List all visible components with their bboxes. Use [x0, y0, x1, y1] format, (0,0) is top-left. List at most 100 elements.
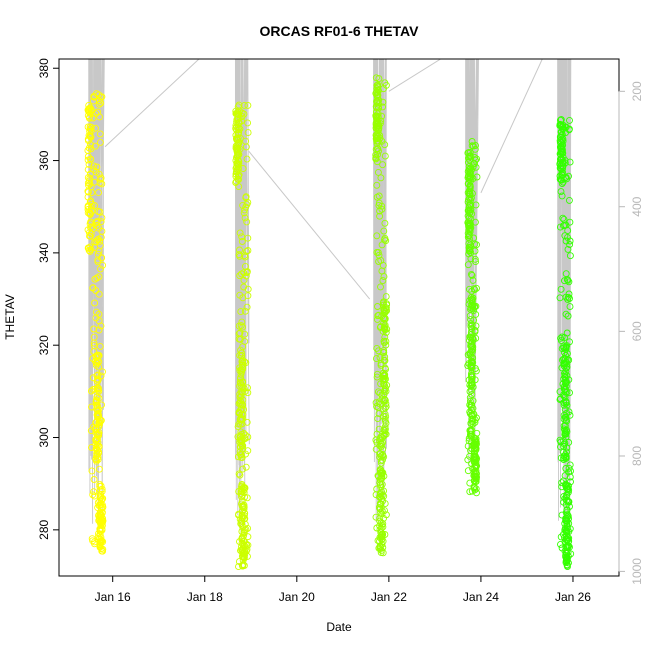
data-point: [557, 165, 565, 173]
data-point: [471, 438, 479, 446]
data-point: [84, 166, 92, 174]
data-point: [94, 256, 102, 264]
plot-area: [84, 59, 575, 571]
data-point: [378, 267, 386, 275]
data-point: [377, 457, 385, 465]
data-point: [467, 428, 475, 436]
data-point: [244, 129, 252, 137]
data-point: [380, 347, 388, 355]
data-point: [95, 310, 103, 318]
data-point: [95, 97, 103, 105]
data-point: [562, 559, 570, 566]
data-point: [380, 306, 388, 314]
data-point: [563, 513, 571, 521]
data-point: [562, 270, 570, 278]
data-point: [90, 93, 98, 101]
data-point: [373, 181, 381, 189]
data-point: [372, 436, 380, 444]
data-point: [92, 455, 100, 463]
data-point: [468, 321, 476, 329]
data-point: [464, 212, 472, 220]
data-point: [381, 357, 389, 365]
data-point: [470, 285, 478, 293]
data-point: [372, 89, 380, 97]
data-point: [239, 445, 247, 453]
data-point: [92, 418, 100, 426]
data-point: [235, 335, 243, 343]
data-point: [380, 315, 388, 323]
data-point: [466, 209, 474, 216]
data-point: [565, 196, 573, 204]
data-point: [242, 450, 250, 458]
data-point: [373, 134, 381, 142]
data-point: [468, 401, 476, 409]
data-point: [238, 270, 245, 278]
data-point: [381, 315, 389, 323]
data-point: [467, 382, 475, 390]
data-point: [468, 411, 476, 419]
data-point: [467, 430, 475, 438]
y2-tick-label: 1000: [630, 558, 644, 585]
y-tick-label: 360: [37, 150, 51, 170]
data-point: [381, 219, 389, 227]
data-point: [378, 536, 386, 544]
data-point: [239, 541, 247, 549]
data-point: [375, 75, 383, 83]
data-point: [86, 113, 94, 121]
data-point: [373, 116, 381, 124]
secondary-y-axis: 200 400 600 800 1000: [618, 81, 644, 585]
data-point: [558, 168, 566, 176]
data-point: [93, 393, 101, 401]
data-point: [237, 352, 245, 360]
data-point: [560, 401, 568, 409]
data-point: [560, 222, 567, 230]
data-point: [380, 227, 388, 235]
data-point: [90, 333, 98, 341]
data-point: [466, 176, 473, 184]
data-point: [90, 93, 98, 100]
data-point: [558, 135, 566, 143]
data-point: [468, 271, 476, 279]
data-point: [557, 116, 565, 124]
y-axis-label: THETAV: [3, 294, 17, 340]
data-point: [93, 222, 101, 229]
data-point: [560, 362, 568, 370]
data-point: [373, 120, 381, 128]
data-point: [96, 138, 104, 146]
data-point: [91, 299, 99, 307]
data-point: [238, 508, 246, 515]
data-point: [235, 470, 243, 478]
data-point: [84, 147, 92, 154]
data-point: [372, 113, 380, 121]
data-point: [376, 505, 384, 513]
data-point: [236, 246, 243, 254]
data-point: [376, 499, 384, 507]
data-point: [380, 298, 387, 306]
plot-frame: [58, 58, 620, 577]
data-point: [565, 534, 573, 542]
data-point: [381, 333, 389, 341]
y-axis: 280 300 320 340 360 380: [37, 58, 60, 540]
data-point: [472, 444, 480, 452]
data-point: [379, 544, 387, 551]
data-point: [467, 379, 475, 387]
data-point: [239, 544, 247, 552]
data-point: [87, 218, 95, 226]
data-point: [241, 509, 249, 517]
data-point: [376, 212, 384, 220]
y-tick-label: 380: [37, 58, 51, 78]
data-point: [372, 445, 380, 453]
data-point: [97, 482, 105, 490]
data-point: [94, 208, 102, 215]
data-point: [377, 493, 385, 501]
x-tick-label: Jan 22: [371, 590, 407, 604]
data-point: [97, 218, 105, 226]
data-point: [373, 315, 381, 323]
data-point: [94, 402, 101, 410]
data-point: [472, 475, 480, 483]
data-point: [92, 428, 100, 436]
data-point: [467, 320, 475, 328]
data-point: [374, 83, 382, 90]
data-point: [241, 101, 248, 109]
data-point: [378, 541, 386, 549]
